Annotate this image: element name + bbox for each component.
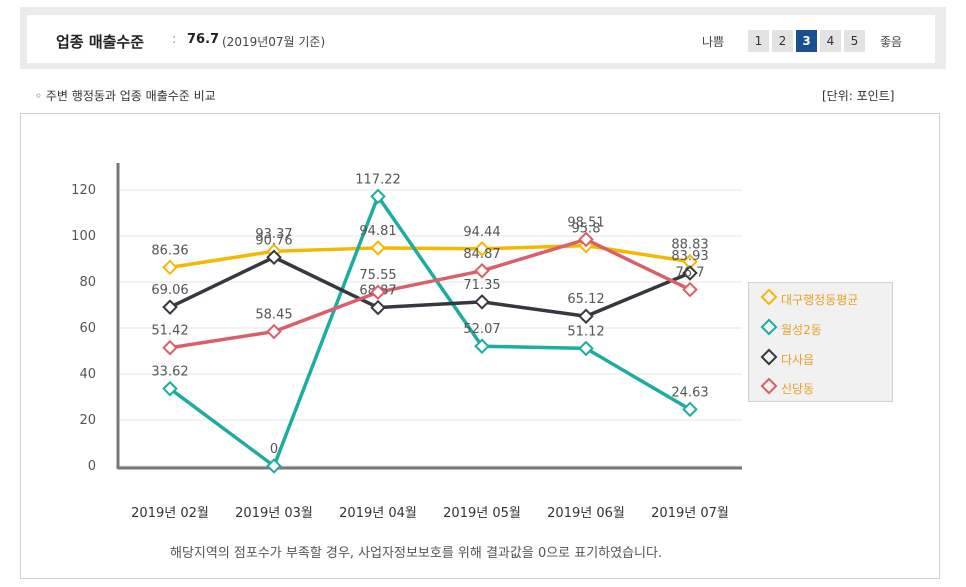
footnote: 해당지역의 점포수가 부족할 경우, 사업자정보보호를 위해 결과값을 0으로 … <box>170 546 663 561</box>
data-point <box>682 281 698 298</box>
x-tick-label: 2019년 03월 <box>235 506 313 521</box>
grade-box-3: 3 <box>796 30 817 52</box>
y-tick-label: 40 <box>79 367 96 382</box>
legend-item-3[interactable]: 신당동 <box>760 377 814 397</box>
y-tick-label: 100 <box>71 229 96 244</box>
data-label: 117.22 <box>355 172 401 187</box>
data-label: 71.35 <box>463 278 500 293</box>
data-label: 33.62 <box>151 365 188 380</box>
legend-item-1[interactable]: 월성2동 <box>760 318 822 338</box>
data-point <box>266 323 282 340</box>
data-label: 90.76 <box>255 233 292 248</box>
legend-marker-icon <box>760 348 778 366</box>
grade-box-5: 5 <box>844 30 865 52</box>
chart-legend: 대구행정동평균 월성2동 다사읍 신당동 <box>748 282 893 402</box>
y-tick-label: 60 <box>79 321 96 336</box>
data-label: 51.12 <box>567 324 604 339</box>
section-title: ◦ 주변 행정동과 업종 매출수준 비교 <box>35 89 216 103</box>
data-point <box>266 249 282 266</box>
data-point <box>162 339 178 356</box>
data-label: 94.81 <box>359 224 396 239</box>
data-label: 83.93 <box>671 249 708 264</box>
legend-marker-icon <box>760 288 778 306</box>
grade-box-4: 4 <box>820 30 841 52</box>
series-line-2 <box>169 255 691 318</box>
y-tick-label: 0 <box>88 459 96 474</box>
grade-good-label: 좋음 <box>880 35 903 49</box>
data-point <box>578 340 594 357</box>
grade-bad-label: 나쁨 <box>702 35 725 49</box>
series-line-3 <box>169 237 691 350</box>
series-line-1 <box>168 194 691 468</box>
data-label: 98.51 <box>567 215 604 230</box>
data-label: 94.44 <box>463 225 500 240</box>
data-point <box>682 265 698 281</box>
page-title: 업종 매출수준 <box>56 33 145 51</box>
x-tick-label: 2019년 07월 <box>651 506 729 521</box>
x-tick-label: 2019년 06월 <box>547 506 625 521</box>
y-tick-label: 80 <box>79 275 96 290</box>
title-separator: : <box>172 32 177 47</box>
data-point <box>474 294 490 310</box>
grade-box-1: 1 <box>748 30 769 52</box>
data-point <box>266 458 282 474</box>
data-label: 75.55 <box>359 268 396 283</box>
data-point <box>474 263 490 279</box>
grade-box-2: 2 <box>772 30 793 52</box>
data-label: 88.83 <box>671 238 708 253</box>
data-label: 86.36 <box>151 243 188 258</box>
data-label: 51.42 <box>151 324 188 339</box>
data-label: 95.8 <box>572 222 601 237</box>
y-tick-label: 120 <box>71 183 96 198</box>
data-label: 0 <box>270 442 278 457</box>
data-point <box>162 380 178 397</box>
data-point <box>162 299 178 315</box>
data-point <box>682 253 698 270</box>
legend-marker-icon <box>760 377 778 395</box>
data-point <box>162 259 178 276</box>
data-point <box>370 188 386 205</box>
sales-level-value: 76.7 <box>187 32 220 47</box>
data-label: 84.87 <box>463 247 500 262</box>
data-label: 58.45 <box>255 308 292 323</box>
chart-container <box>20 113 940 579</box>
data-point <box>474 338 490 355</box>
data-point <box>578 308 594 325</box>
data-label: 93.37 <box>255 227 292 242</box>
legend-item-2[interactable]: 다사읍 <box>760 348 814 368</box>
data-label: 76.7 <box>676 266 705 281</box>
data-point <box>682 401 698 418</box>
legend-marker-icon <box>760 318 778 336</box>
reference-date-note: (2019년07월 기준) <box>222 35 326 49</box>
data-point <box>370 299 386 316</box>
data-point <box>370 240 386 256</box>
data-label: 69.06 <box>151 283 188 298</box>
data-label: 65.12 <box>567 292 604 307</box>
data-point <box>578 231 594 248</box>
x-tick-label: 2019년 04월 <box>339 506 417 521</box>
data-point <box>370 284 386 301</box>
series-line-0 <box>169 243 691 270</box>
data-point <box>474 241 490 257</box>
x-tick-label: 2019년 02월 <box>131 506 209 521</box>
legend-item-0[interactable]: 대구행정동평균 <box>760 288 858 308</box>
data-label: 52.07 <box>463 322 500 337</box>
unit-label: [단위: 포인트] <box>822 89 895 103</box>
data-label: 24.63 <box>671 385 708 400</box>
y-tick-label: 20 <box>79 413 96 428</box>
x-tick-label: 2019년 05월 <box>443 506 521 521</box>
